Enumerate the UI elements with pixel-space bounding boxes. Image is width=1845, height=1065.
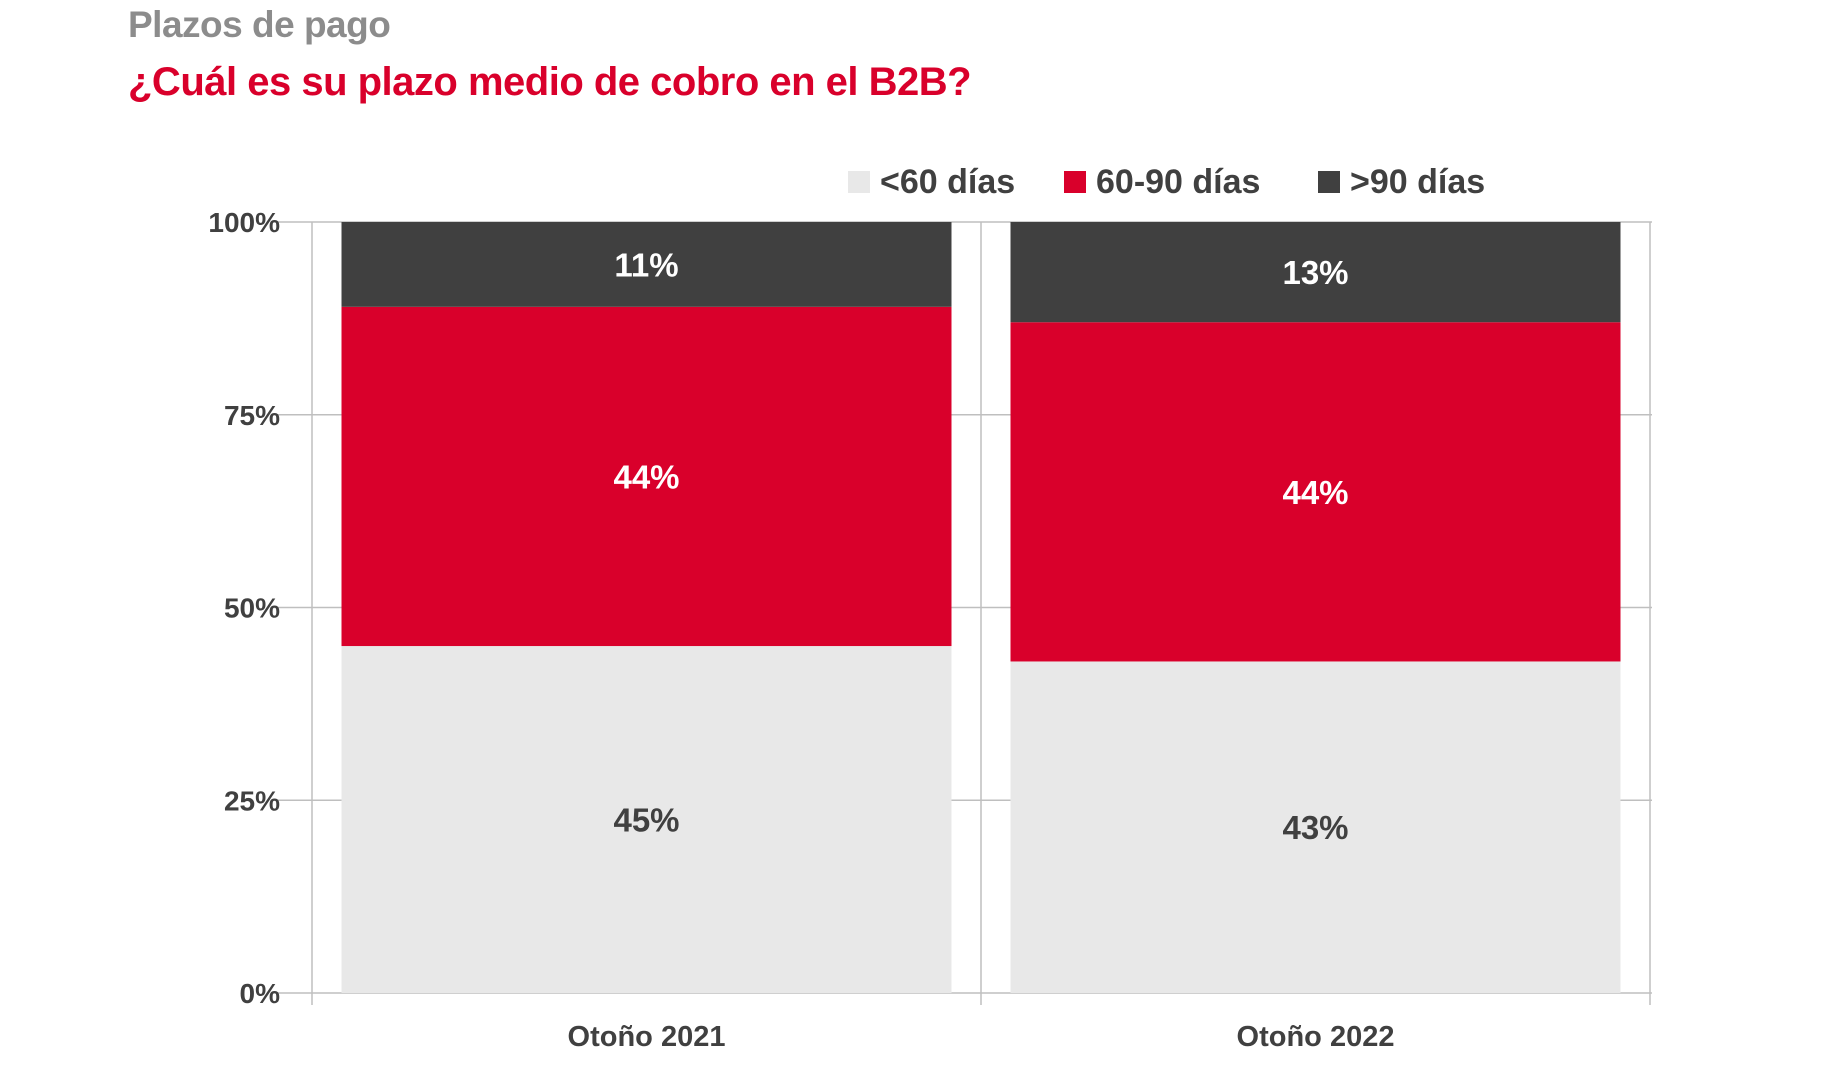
y-tick-label: 50% <box>224 593 280 624</box>
x-tick-label: Otoño 2021 <box>568 1021 726 1053</box>
y-tick-label: 25% <box>224 785 280 816</box>
data-label: 13% <box>1282 254 1348 291</box>
legend-swatch <box>1318 171 1340 193</box>
legend-label: <60 días <box>880 163 1015 201</box>
x-tick-label: Otoño 2022 <box>1237 1021 1395 1053</box>
data-label: 44% <box>1282 474 1348 511</box>
chart-subtitle: ¿Cuál es su plazo medio de cobro en el B… <box>128 60 972 104</box>
bar-segment <box>341 222 952 307</box>
data-label: 11% <box>614 246 678 283</box>
legend-swatch <box>848 171 870 193</box>
data-label: 45% <box>613 802 679 839</box>
chart-title: Plazos de pago <box>128 4 391 45</box>
bar-segment <box>1010 661 1621 993</box>
y-tick-label: 100% <box>208 207 280 238</box>
bar-segment <box>1010 322 1621 662</box>
data-label: 43% <box>1282 809 1348 846</box>
legend-label: >90 días <box>1350 163 1485 201</box>
legend-swatch <box>1064 171 1086 193</box>
y-tick-label: 0% <box>240 978 281 1009</box>
bar-segment <box>341 646 952 993</box>
data-label: 44% <box>613 458 679 495</box>
bar-segment <box>1010 222 1621 323</box>
legend-label: 60-90 días <box>1096 163 1260 201</box>
bar-segment <box>341 306 952 647</box>
y-tick-label: 75% <box>224 400 280 431</box>
